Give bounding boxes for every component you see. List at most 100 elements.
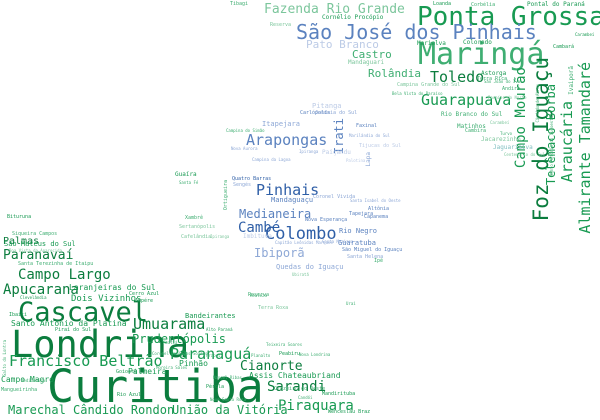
word-goioere: Goioerê xyxy=(116,369,138,375)
word-sarandi: Sarandi xyxy=(267,379,327,395)
word-palotina: Palotina xyxy=(346,158,366,163)
word-maringa: Maringá xyxy=(418,37,545,72)
word-sao-joao-do-ivai: São João do Ivaí xyxy=(484,79,523,84)
word-carambei: Carambeí xyxy=(575,32,595,37)
word-perola: Pérola xyxy=(206,384,225,390)
word-santa-mariana: Santa Mariana xyxy=(322,239,354,244)
word-turvo: Turvo xyxy=(500,131,513,136)
word-altonia: Altônia xyxy=(368,206,390,212)
word-terra-roxa: Terra Roxa xyxy=(258,305,289,311)
word-sao-jose-dos-pinhais: São José dos Pinhais xyxy=(296,20,537,44)
word-paranagua: Paranaguá xyxy=(170,345,252,363)
word-paranavai: Paranavaí xyxy=(3,248,74,263)
word-coronel-vivida: Coronel Vivida xyxy=(313,194,356,200)
word-prudentopolis: Prudentópolis xyxy=(132,332,226,346)
word-cruzeiro-do-oeste: Cruzeiro do Oeste xyxy=(274,386,326,392)
word-dois-vizinhos: Dois Vizinhos xyxy=(71,294,142,304)
word-sao-miguel-do-iguacu: São Miguel do Iguaçu xyxy=(342,247,403,253)
word-carambei-2: Carambeí xyxy=(490,120,510,125)
word-capanema: Capanema xyxy=(364,214,389,220)
word-realeza: Realeza xyxy=(250,293,267,298)
word-santa-isabel-do-oeste: Santa Isabel do Oeste xyxy=(350,198,401,203)
word-cambira: Cambira xyxy=(465,128,487,134)
word-guaira: Guaíra xyxy=(175,171,197,178)
word-piraquara: Piraquara xyxy=(278,398,354,414)
word-salto-do-lontra: Salto do Lontra xyxy=(2,340,7,377)
word-santo-antonio-da-platina: Santo Antônio da Platina xyxy=(11,319,127,328)
word-castro: Castro xyxy=(352,48,392,61)
word-nova-aurora: Nova Aurora xyxy=(231,146,258,151)
word-cafelandia: Cafelândia xyxy=(181,234,212,240)
word-colorado: Colorado xyxy=(463,39,492,46)
word-sertanopolis: Sertanópolis xyxy=(179,224,216,230)
word-guarapuava: Guarapuava xyxy=(421,91,512,109)
word-rio-branco-do-sul: Rio Branco do Sul xyxy=(441,111,503,118)
word-rio-azul: Rio Azul xyxy=(117,392,142,398)
word-loanda: Loanda xyxy=(433,1,452,7)
word-santa-terezinha-de-itaipu: Santa Terezinha de Itaipu xyxy=(18,261,94,267)
word-pato-branco: Pato Branco xyxy=(306,38,379,51)
word-xambre: Xambrê xyxy=(185,215,204,221)
word-clevelandia: Clevelândia xyxy=(20,295,47,300)
word-ibipora: Ibiporã xyxy=(254,246,305,260)
word-toledo: Toledo xyxy=(430,68,485,86)
word-paraiso-do-norte: Paraíso do Norte xyxy=(488,95,527,100)
word-assis-chateaubriand: Assis Chateaubriand xyxy=(249,371,341,380)
word-medianeira-2: Medianeira xyxy=(21,378,46,383)
word-bituruna: Bituruna xyxy=(7,214,32,220)
word-tijucas-do-sul: Tijucas do Sul xyxy=(359,143,402,149)
word-bandeirantes: Bandeirantes xyxy=(185,312,236,320)
word-arapoti: Arapoti xyxy=(206,353,223,358)
word-reserva: Reserva xyxy=(270,22,292,28)
word-carlopolis: Carlópolis xyxy=(300,110,331,116)
word-teixeira-soares: Teixeira Soares xyxy=(266,342,303,347)
word-paicandu: Paiçandu xyxy=(322,149,351,156)
word-mandaguari: Mandaguari xyxy=(348,59,385,66)
word-ipiranga: Ipiranga xyxy=(299,149,319,154)
word-lapa: Lapa xyxy=(365,152,372,167)
word-pontal-do-parana: Pontal do Paraná xyxy=(527,1,585,8)
word-almirante-tamandare: Almirante Tamandaré xyxy=(576,62,594,234)
word-siqueira-campos: Siqueira Campos xyxy=(12,231,58,237)
word-terra-rica: Terra Rica xyxy=(477,76,508,82)
word-guaratuba: Guaratuba xyxy=(338,239,376,247)
word-ipiranga-2: Ipiranga xyxy=(210,234,230,239)
word-imbituva: Imbituva xyxy=(243,233,272,240)
word-alto-parana: Alto Paraná xyxy=(206,327,233,332)
word-rio-negro: Rio Negro xyxy=(339,227,377,235)
word-cascavel: Cascavel xyxy=(18,297,149,328)
word-marilandia-do-sul: Marilândia do Sul xyxy=(349,133,390,138)
word-mangueirinha: Mangueirinha xyxy=(1,387,38,393)
word-rolandia: Rolândia xyxy=(368,67,421,80)
word-ipe: Ipê xyxy=(374,258,384,264)
word-jacarezinho: Jacarezinho xyxy=(481,136,521,143)
word-candido-de-abreu: Cândido de Abreu xyxy=(535,84,540,123)
word-ibaiti: Ibaiti xyxy=(9,312,28,318)
word-abatia: Abatiá xyxy=(163,340,178,345)
word-ubirata: Ubiratã xyxy=(292,272,309,277)
word-bela-vista-do-paraiso: Bela Vista do Paraíso xyxy=(392,91,443,96)
word-andira: Andirá xyxy=(502,86,521,92)
word-cerro-azul: Cerro Azul xyxy=(129,291,160,297)
word-cambara: Cambará xyxy=(553,44,575,50)
word-ponta-grossa: Ponta Grossa xyxy=(417,2,600,32)
word-moreira-sales: Moreira Sales xyxy=(156,365,188,370)
word-araucaria: Araucária xyxy=(558,101,576,183)
word-fazenda-rio-grande: Fazenda Rio Grande xyxy=(264,2,405,17)
word-palmeira: Palmeira xyxy=(128,367,167,376)
word-cornelio-procopio: Cornélio Procópio xyxy=(322,14,384,21)
word-quedas-do-iguacu: Quedas do Iguaçu xyxy=(276,263,344,271)
word-uniao-da-vitoria: União da Vitória xyxy=(172,403,288,417)
word-nova-londrina: Nova Londrina xyxy=(299,352,331,357)
word-manoel-ribas: Manoel Ribas xyxy=(213,375,242,380)
word-apucarana: Apucarana xyxy=(3,282,79,298)
word-nova-santa-rosa: Nova Santa Rosa xyxy=(210,397,247,402)
word-medianeira: Medianeira xyxy=(239,207,312,221)
word-campina-do-simao: Campina do Simão xyxy=(226,128,265,133)
word-santa-fe: Santa Fé xyxy=(179,180,199,185)
word-francisco-beltrao: Francisco Beltrão xyxy=(9,352,163,370)
word-jaguariaiva: Jaguariaíva xyxy=(493,144,533,151)
word-pinhao: Pinhão xyxy=(179,359,208,368)
word-campina-da-lagoa: Campina da Lagoa xyxy=(252,157,291,162)
